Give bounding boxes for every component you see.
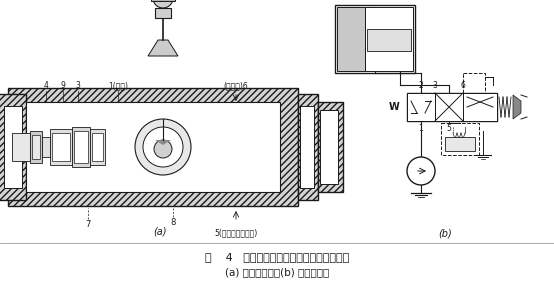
Text: 1(接泵): 1(接泵) [108,81,128,90]
Bar [441,123,479,155]
Bar [367,29,411,51]
Bar [26,102,280,192]
Polygon shape [148,40,178,56]
Bar [365,7,413,71]
Bar [42,137,50,157]
Bar [407,93,435,121]
Bar [300,106,314,188]
Text: 1: 1 [419,124,423,133]
Circle shape [135,119,191,175]
Text: 图    4   闭式系统用卸荷阀的结构与工作原理: 图 4 闭式系统用卸荷阀的结构与工作原理 [205,252,349,262]
Text: 8: 8 [170,218,176,227]
Bar [50,129,72,165]
Bar [335,5,415,73]
Bar [12,133,30,161]
Bar [445,137,475,151]
Text: 2: 2 [419,81,423,90]
Bar [151,0,175,1]
Polygon shape [513,95,521,119]
Bar [4,106,22,188]
Bar [74,131,88,163]
Text: (a): (a) [153,227,167,237]
Text: 3: 3 [433,81,438,90]
Text: 4: 4 [44,81,48,90]
Text: 7: 7 [85,220,91,229]
Bar [320,110,338,184]
Text: 5: 5 [447,124,452,133]
Bar [318,102,343,192]
Circle shape [153,0,173,8]
Bar [463,73,485,97]
Bar [8,88,298,206]
Polygon shape [155,140,171,145]
Bar [92,133,103,161]
Bar [407,93,497,121]
Bar [90,129,105,165]
Text: 3: 3 [75,81,80,90]
Bar [337,7,365,71]
Text: (a) 工作原理图；(b) 结构原理图: (a) 工作原理图；(b) 结构原理图 [225,267,329,277]
Circle shape [407,157,435,185]
Text: 9: 9 [60,81,65,90]
Bar [72,127,90,167]
Bar [463,93,497,121]
Text: (接油箱)6: (接油箱)6 [224,81,248,90]
Bar [52,133,70,161]
Text: 6: 6 [460,81,465,90]
Bar [435,93,463,121]
Bar [30,131,42,163]
Text: W: W [388,102,399,112]
Circle shape [154,140,172,158]
Bar [298,94,318,200]
Text: (b): (b) [438,229,452,239]
Text: 5(接锥阀阀遥控口): 5(接锥阀阀遥控口) [214,228,258,237]
Bar [0,94,26,200]
Bar [32,135,40,159]
Bar [155,8,171,18]
Circle shape [143,127,183,167]
